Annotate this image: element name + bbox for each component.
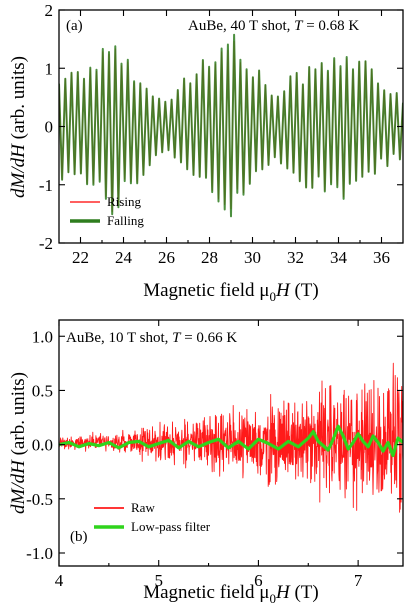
panel-a-legend: Rising Falling: [70, 194, 144, 228]
panel-b-xlabel: Magnetic field μ0H (T): [143, 582, 319, 606]
panel-b-legend: Raw Low-pass filter: [94, 500, 211, 534]
panel-b-ticks: 4 5 6 7 1.0 0.5 0.0 -0.5 -1.0: [26, 320, 403, 590]
legend-raw-label: Raw: [131, 500, 155, 515]
panel-a-ylabel: dM/dH (arb. units): [8, 56, 29, 198]
y-tick-label: 0.5: [32, 381, 53, 400]
panel-a-label: (a): [66, 18, 83, 34]
x-tick-label: 32: [287, 248, 304, 267]
x-tick-label: 26: [158, 248, 175, 267]
x-tick-label: 22: [72, 248, 89, 267]
panel-b-plot-area: [59, 362, 403, 513]
x-tick-label: 5: [154, 571, 163, 590]
series-raw-line: [59, 362, 403, 513]
panel-b-ylabel: dM/dH (arb. units): [8, 372, 29, 514]
x-tick-label: 7: [354, 571, 363, 590]
x-tick-label: 6: [254, 571, 263, 590]
panel-a-plot-area: [59, 33, 403, 218]
y-tick-label: -1.0: [26, 544, 53, 563]
y-tick-label: 1.0: [32, 327, 53, 346]
x-tick-label: 30: [244, 248, 261, 267]
panel-b-label: (b): [70, 529, 88, 545]
x-tick-label: 34: [330, 248, 348, 267]
legend-falling-label: Falling: [107, 213, 144, 228]
panel-a-xlabel: Magnetic field μ0H (T): [143, 280, 319, 304]
panel-b-annotation: AuBe, 10 T shot, T = 0.66 K: [66, 330, 237, 346]
y-tick-label: -1: [39, 176, 53, 195]
panel-b: 4 5 6 7 1.0 0.5 0.0 -0.5 -1.0 AuBe, 10 T shot, T…: [8, 319, 404, 606]
x-tick-label: 4: [55, 571, 64, 590]
y-tick-label: 0: [45, 118, 54, 137]
x-tick-label: 28: [201, 248, 218, 267]
y-tick-label: 2: [45, 1, 54, 20]
panel-a: 22 24 26 28 30 32 34 36 2 1 0 -1 -2 (a) AuBe, 40 T s…: [8, 1, 404, 304]
y-tick-label: 1: [45, 59, 54, 78]
legend-rising-label: Rising: [107, 194, 141, 209]
panel-a-ticks: 22 24 26 28 30 32 34 36 2 1 0 -1 -2: [39, 1, 403, 267]
panel-a-annotation: AuBe, 40 T shot, T = 0.68 K: [188, 18, 359, 34]
x-tick-label: 24: [115, 248, 133, 267]
y-tick-label: 0.0: [32, 436, 53, 455]
y-tick-label: -2: [39, 234, 53, 253]
y-tick-label: -0.5: [26, 490, 53, 509]
series-falling-line: [59, 33, 403, 218]
panel-b-frame: [58, 319, 404, 567]
series-low-pass-filter-line: [59, 424, 403, 458]
x-tick-label: 36: [373, 248, 390, 267]
legend-filter-label: Low-pass filter: [131, 519, 211, 534]
